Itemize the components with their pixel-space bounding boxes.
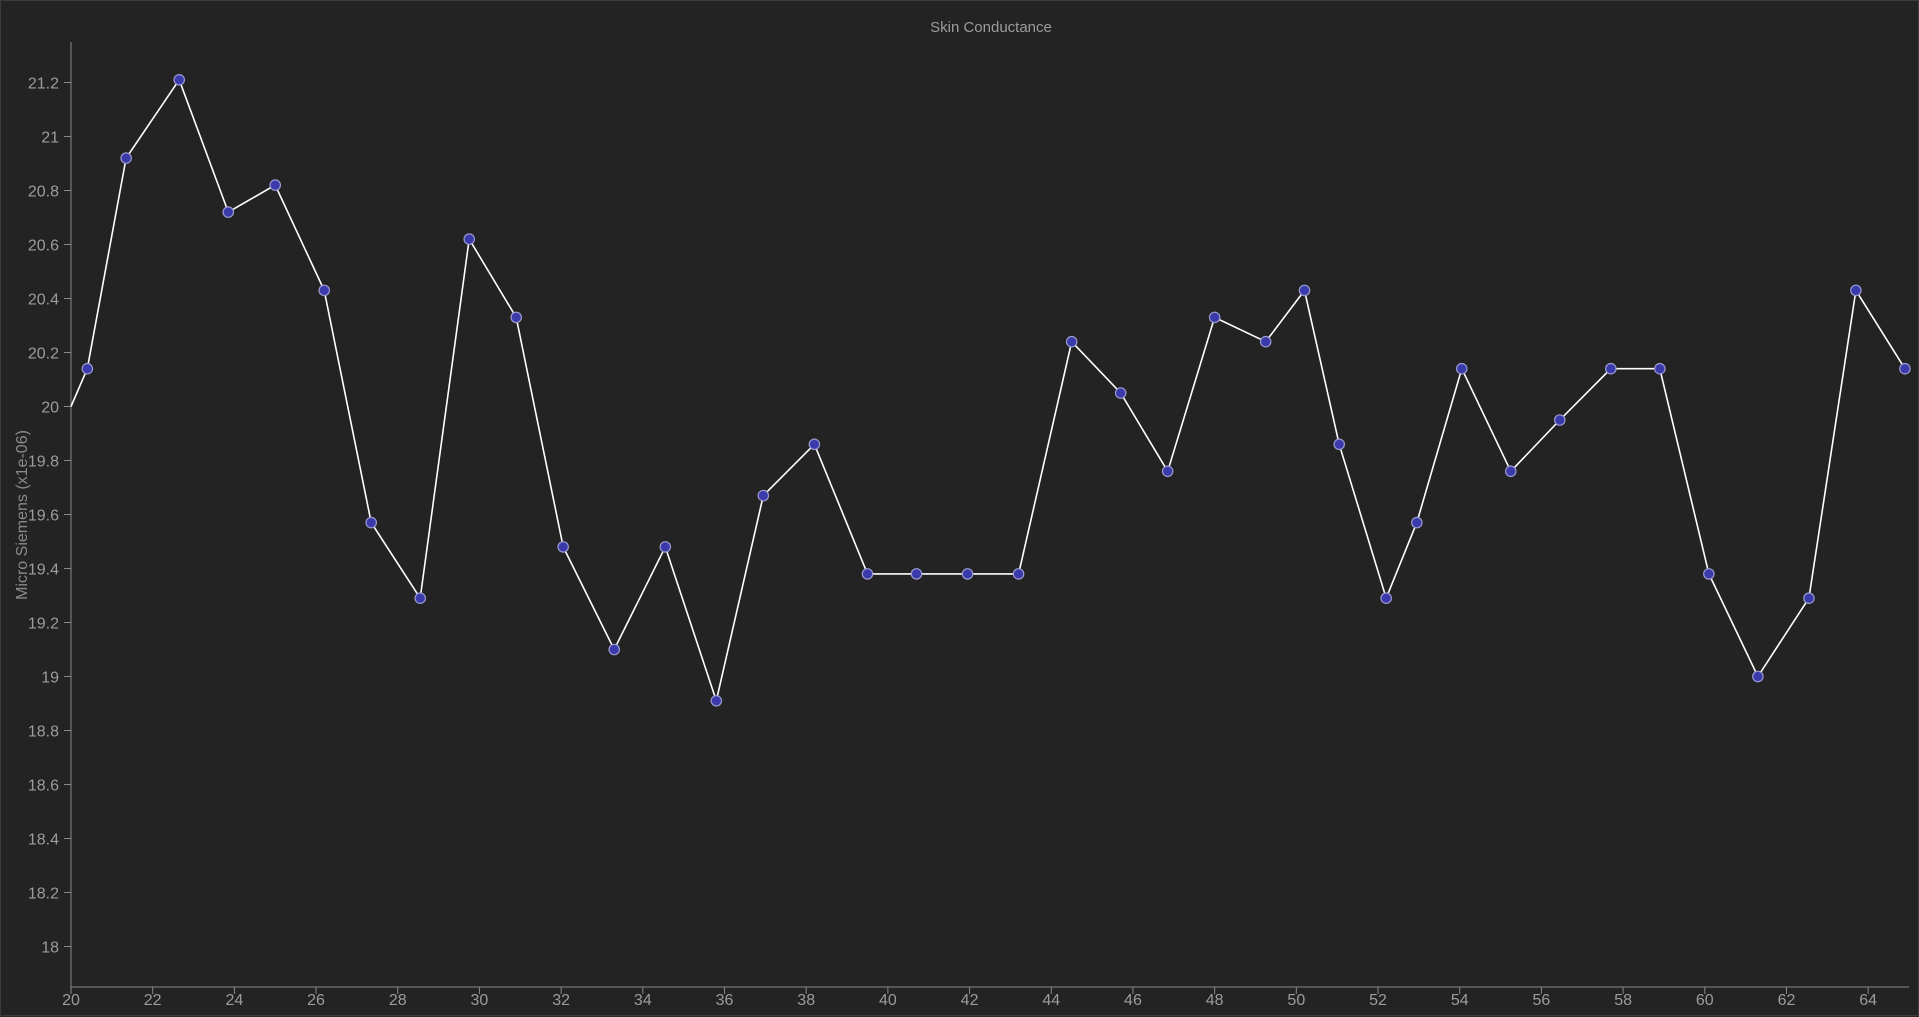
chart-title: Skin Conductance bbox=[930, 19, 1052, 36]
data-point bbox=[757, 489, 770, 502]
data-point bbox=[1298, 284, 1311, 297]
data-point bbox=[1899, 362, 1911, 375]
data-point bbox=[1114, 387, 1127, 399]
x-tick-label: 22 bbox=[144, 992, 162, 1009]
data-point bbox=[1411, 516, 1423, 529]
x-tick-label: 42 bbox=[961, 992, 979, 1009]
data-point bbox=[710, 694, 723, 707]
data-point bbox=[1752, 670, 1764, 683]
data-point bbox=[910, 568, 923, 580]
y-tick-label: 18.8 bbox=[28, 724, 59, 741]
y-tick-label: 19.8 bbox=[28, 454, 59, 471]
data-point bbox=[1455, 362, 1468, 375]
data-point bbox=[318, 284, 331, 297]
x-tick-label: 24 bbox=[225, 992, 243, 1009]
data-point bbox=[1803, 592, 1815, 604]
x-tick-label: 56 bbox=[1533, 992, 1551, 1009]
data-point bbox=[365, 516, 378, 529]
x-tick-label: 20 bbox=[62, 992, 80, 1009]
x-tick-label: 54 bbox=[1451, 992, 1469, 1009]
data-point bbox=[1012, 568, 1025, 580]
data-point bbox=[81, 362, 94, 375]
x-tick-label: 48 bbox=[1206, 992, 1224, 1009]
data-point bbox=[608, 643, 621, 656]
y-tick-label: 18.2 bbox=[28, 886, 59, 903]
data-point bbox=[557, 541, 569, 553]
y-tick-label: 20.6 bbox=[28, 238, 59, 255]
x-tick-label: 26 bbox=[307, 992, 325, 1009]
x-tick-label: 52 bbox=[1369, 992, 1387, 1009]
y-tick-label: 20.2 bbox=[28, 346, 59, 363]
y-tick-label: 20 bbox=[41, 400, 59, 417]
x-tick-label: 46 bbox=[1124, 992, 1142, 1009]
data-point bbox=[961, 568, 974, 580]
x-tick-label: 36 bbox=[716, 992, 734, 1009]
y-tick-label: 18 bbox=[41, 940, 59, 957]
y-axis: 18 18.2 18.4 18.6 18.8 19 19.2 19.4 19.6 19.8 20 20… bbox=[28, 76, 71, 957]
x-axis: 20 22 24 26 28 30 32 34 36 38 40 42 44 46 48 50 52 54 56 58… bbox=[62, 987, 1877, 1009]
x-tick-label: 30 bbox=[471, 992, 489, 1009]
data-point bbox=[1504, 465, 1517, 478]
data-point bbox=[1065, 335, 1078, 348]
x-tick-label: 34 bbox=[634, 992, 652, 1009]
series-line-group bbox=[70, 79, 1906, 702]
data-point bbox=[1605, 362, 1617, 375]
data-point bbox=[1553, 414, 1566, 426]
y-tick-label: 21 bbox=[41, 130, 59, 147]
y-tick-label: 19 bbox=[41, 670, 59, 687]
data-point bbox=[861, 568, 874, 580]
data-point bbox=[1654, 362, 1666, 375]
data-point bbox=[1380, 592, 1392, 604]
x-tick-label: 60 bbox=[1696, 992, 1714, 1009]
data-point bbox=[1208, 311, 1221, 324]
data-point bbox=[222, 206, 235, 218]
x-tick-label: 32 bbox=[552, 992, 570, 1009]
y-tick-label: 18.6 bbox=[28, 778, 59, 795]
data-point bbox=[120, 152, 132, 164]
axes bbox=[70, 42, 1909, 988]
data-point bbox=[1333, 438, 1346, 451]
y-tick-label: 18.4 bbox=[28, 832, 59, 849]
y-axis-title: Micro Siemens (x1e-06) bbox=[14, 430, 31, 600]
x-tick-label: 38 bbox=[797, 992, 815, 1009]
data-point bbox=[510, 311, 523, 324]
data-point bbox=[1259, 335, 1272, 348]
data-point bbox=[463, 233, 476, 245]
x-tick-label: 44 bbox=[1042, 992, 1060, 1009]
data-point bbox=[1703, 568, 1715, 580]
x-tick-label: 64 bbox=[1859, 992, 1877, 1009]
data-point bbox=[173, 74, 186, 86]
series-line bbox=[70, 79, 1906, 702]
data-point bbox=[808, 438, 821, 451]
y-tick-label: 21.2 bbox=[28, 76, 59, 93]
y-tick-label: 19.2 bbox=[28, 616, 59, 633]
data-point bbox=[269, 179, 282, 191]
y-tick-label: 20.8 bbox=[28, 184, 59, 201]
data-point bbox=[1850, 284, 1862, 297]
y-tick-label: 20.4 bbox=[28, 292, 59, 309]
x-tick-label: 40 bbox=[879, 992, 897, 1009]
data-points bbox=[81, 74, 1911, 707]
x-tick-label: 62 bbox=[1778, 992, 1796, 1009]
data-point bbox=[414, 592, 427, 604]
x-tick-label: 28 bbox=[389, 992, 407, 1009]
data-point bbox=[659, 541, 672, 553]
x-tick-label: 50 bbox=[1287, 992, 1305, 1009]
x-tick-label: 58 bbox=[1614, 992, 1632, 1009]
data-point bbox=[1161, 465, 1174, 478]
y-tick-label: 19.6 bbox=[28, 508, 59, 525]
y-tick-label: 19.4 bbox=[28, 562, 59, 579]
